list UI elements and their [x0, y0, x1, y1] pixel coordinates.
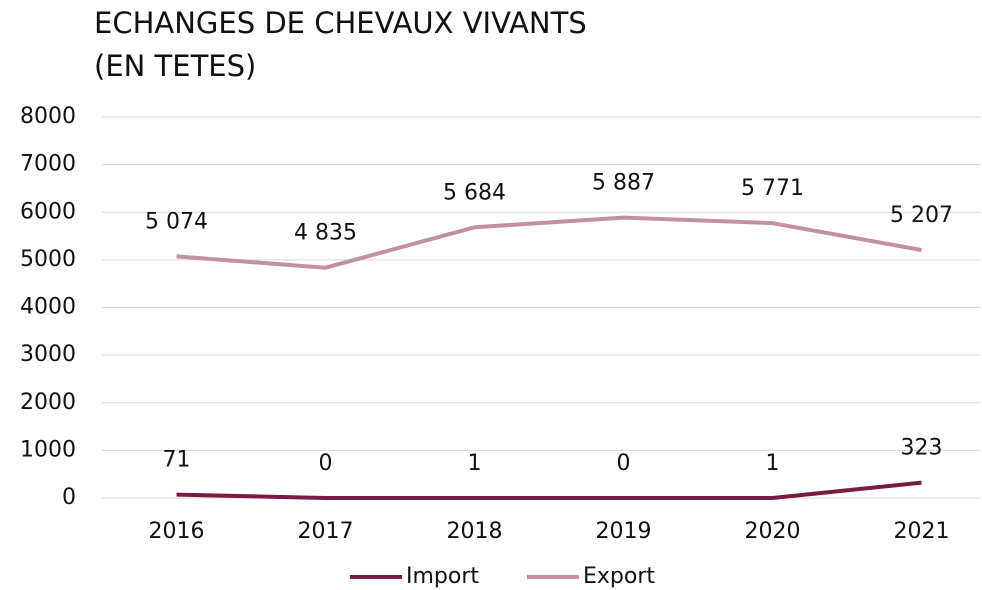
data-label: 5 684 [443, 180, 506, 205]
y-tick-label: 2000 [20, 390, 76, 415]
data-label: 4 835 [294, 221, 357, 246]
data-label: 5 074 [145, 209, 208, 234]
y-tick-label: 1000 [20, 437, 76, 462]
x-tick-label: 2018 [447, 519, 503, 544]
data-label: 323 [901, 436, 943, 461]
data-label: 5 207 [890, 203, 953, 228]
y-tick-label: 3000 [20, 342, 76, 367]
x-tick-label: 2020 [745, 519, 801, 544]
x-tick-label: 2019 [596, 519, 652, 544]
y-tick-label: 0 [62, 485, 76, 510]
y-tick-label: 4000 [20, 295, 76, 320]
y-tick-label: 5000 [20, 247, 76, 272]
data-label: 1 [766, 451, 780, 476]
series-line [176, 215, 922, 270]
data-label: 0 [617, 451, 631, 476]
chart-title: (EN TETES) [94, 49, 256, 83]
legend-label: Import [406, 564, 479, 589]
data-label: 5 771 [741, 176, 804, 201]
legend-label: Export [583, 564, 655, 589]
data-label: 71 [163, 448, 191, 473]
x-tick-label: 2021 [894, 519, 950, 544]
y-tick-label: 6000 [20, 199, 76, 224]
data-label: 0 [319, 451, 333, 476]
y-tick-label: 8000 [20, 104, 76, 129]
chart-title: ECHANGES DE CHEVAUX VIVANTS [94, 6, 587, 40]
data-label: 5 887 [592, 171, 655, 196]
data-label: 1 [468, 451, 482, 476]
x-tick-label: 2016 [149, 519, 205, 544]
x-tick-label: 2017 [298, 519, 354, 544]
y-tick-label: 7000 [20, 152, 76, 177]
series-line [176, 480, 922, 500]
